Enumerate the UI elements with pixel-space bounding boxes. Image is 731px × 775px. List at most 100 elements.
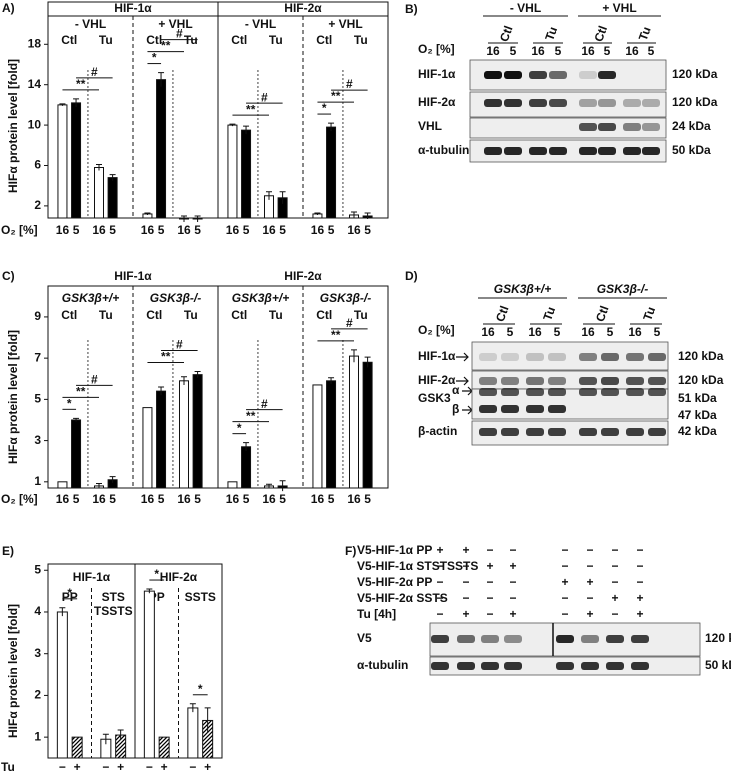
bar [241, 129, 252, 219]
bar [71, 419, 82, 489]
significance-label: * [198, 682, 203, 696]
o2-label: O₂ [%] [418, 42, 455, 56]
x-tick-label: 5 [158, 492, 165, 506]
condition-sign: − [509, 591, 516, 605]
x-tick-label: 5 [73, 492, 80, 506]
o2-label: O₂ [%] [418, 323, 455, 337]
condition-sign: − [436, 607, 443, 621]
error-bar [364, 356, 371, 368]
o2-value: 5 [648, 44, 655, 58]
blot-strip [469, 117, 667, 139]
condition-label: Ctl [231, 33, 247, 47]
lane-label: Tu [636, 25, 654, 43]
band [579, 123, 597, 131]
band [504, 147, 522, 155]
condition-label: Tu [4h] [357, 607, 396, 621]
row-label: α-tubulin [357, 658, 408, 672]
condition-sign: − [586, 559, 593, 573]
error-bar [96, 163, 102, 171]
condition-sign: − [486, 591, 493, 605]
y-tick-label: 2 [34, 198, 41, 212]
band [626, 377, 644, 385]
bar [142, 407, 153, 489]
y-tick-label: 5 [34, 562, 41, 576]
error-bar [266, 483, 272, 488]
panel-label: C) [2, 269, 15, 283]
subgroup-title: STS [102, 590, 125, 604]
condition-sign: + [509, 607, 516, 621]
condition-sign: − [462, 591, 469, 605]
band [648, 377, 666, 385]
subgroup-title: - VHL [75, 17, 106, 31]
band [579, 353, 597, 361]
x-tick-label: 16 [262, 492, 276, 506]
band [548, 353, 566, 361]
size-label: 120 kDa [678, 349, 724, 363]
significance-label: ** [76, 77, 86, 91]
lane-label: Ctl [593, 304, 612, 324]
o2-value: 16 [581, 325, 595, 339]
condition-label: Tu [354, 33, 368, 47]
band [631, 662, 649, 670]
condition-label: Ctl [146, 33, 162, 47]
bar [71, 102, 82, 219]
band [642, 123, 660, 131]
condition-label: V5-HIF-1α PP [357, 543, 432, 557]
condition-sign: − [561, 591, 568, 605]
x-tick-label: 16 [347, 492, 361, 506]
bar [107, 177, 118, 219]
band [631, 635, 649, 643]
error-bar [266, 191, 272, 200]
y-tick-label: 7 [34, 350, 41, 364]
error-bar [351, 211, 357, 218]
band [606, 662, 624, 670]
condition-sign: − [586, 543, 593, 557]
error-bar [364, 212, 371, 220]
bar [227, 124, 238, 219]
bar [312, 384, 323, 489]
blot-strip [469, 91, 667, 118]
condition-sign: − [561, 559, 568, 573]
size-label: 50 kDa [705, 658, 731, 672]
condition-sign: − [586, 591, 593, 605]
o2-value: 16 [581, 44, 595, 58]
o2-value: 16 [481, 325, 495, 339]
x-tick-label: 5 [73, 223, 80, 237]
condition-sign: + [611, 591, 618, 605]
y-axis-label: HIFα protein level [fold] [6, 330, 20, 464]
error-bar [351, 349, 357, 363]
y-tick-label: 4 [34, 604, 41, 618]
subgroup-title: - VHL [245, 17, 276, 31]
y-tick-label: 14 [28, 77, 42, 91]
error-bar [194, 371, 201, 378]
row-label: HIF-1α [418, 67, 456, 81]
o2-value: 16 [528, 325, 542, 339]
condition-sign: − [636, 575, 643, 589]
band [457, 662, 475, 670]
band [549, 71, 567, 79]
band [579, 428, 597, 436]
band [626, 388, 644, 396]
condition-sign: − [486, 607, 493, 621]
band [548, 388, 566, 396]
error-bar [117, 729, 124, 741]
group-title: HIF-2α [284, 1, 322, 15]
x-tick-label: 5 [158, 223, 165, 237]
significance-label: * [154, 567, 159, 581]
x-tick-label: 5 [243, 223, 250, 237]
error-bar [59, 607, 66, 617]
bar [179, 380, 189, 489]
o2-value: 5 [507, 325, 514, 339]
significance-label: * [152, 51, 157, 65]
size-label: 47 kDa [678, 408, 717, 422]
y-tick-label: 10 [28, 117, 42, 131]
lane-label: Tu [542, 25, 560, 43]
isoform-label: β [452, 402, 459, 416]
bar [227, 481, 238, 489]
significance-label: # [261, 90, 268, 104]
x-tick-label: 16 [56, 492, 70, 506]
x-axis-label: O₂ [%] [1, 492, 38, 506]
error-bar [96, 482, 102, 489]
band [642, 147, 660, 155]
condition-label: Tu [99, 308, 113, 322]
